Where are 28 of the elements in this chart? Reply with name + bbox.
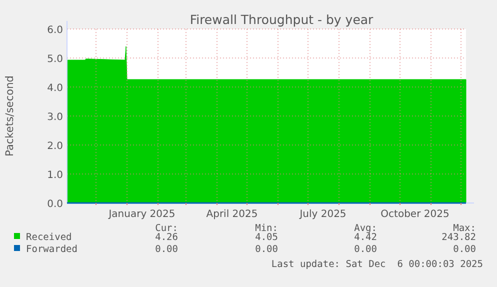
legend-label: Received — [26, 232, 72, 243]
text: 4.42 — [354, 232, 377, 243]
y-tick-label: 6.0 — [47, 25, 63, 36]
text: 0.00 — [453, 244, 476, 255]
y-tick-label: 1.0 — [47, 170, 63, 181]
text: 0.00 — [354, 244, 378, 255]
text: Max: — [453, 223, 476, 234]
x-tick-label: July 2025 — [298, 209, 346, 220]
legend-label: Forwarded — [26, 244, 78, 255]
y-axis-title: Packets/second — [4, 76, 16, 156]
y-tick-label: 4.0 — [47, 83, 63, 94]
y-tick-label: 0.0 — [47, 199, 63, 210]
text: 4.26 — [155, 232, 178, 243]
text: 0.00 — [155, 244, 178, 255]
text: 243.82 — [442, 232, 476, 243]
chart-title: Firewall Throughput - by year — [190, 12, 374, 27]
text: Avg: — [354, 223, 377, 234]
text: Cur: — [155, 223, 178, 234]
y-tick-label: 5.0 — [47, 54, 63, 65]
y-tick-label: 2.0 — [47, 141, 63, 152]
x-tick-label: January 2025 — [108, 209, 176, 220]
text: 4.05 — [255, 232, 278, 243]
x-tick-label: April 2025 — [206, 209, 258, 220]
text: 0.00 — [255, 244, 278, 255]
text: Min: — [255, 223, 278, 234]
y-tick-label: 3.0 — [47, 112, 63, 123]
x-tick-label: October 2025 — [380, 209, 450, 220]
text: Last update: Sat Dec 6 00:00:03 2025 — [271, 259, 483, 270]
